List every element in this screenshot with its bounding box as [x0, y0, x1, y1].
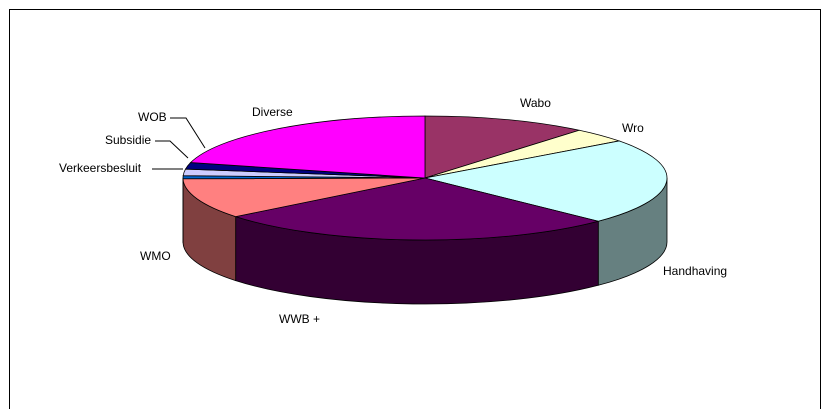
pie-label-wabo: Wabo: [520, 96, 551, 110]
leader-line-subsidie: [155, 141, 188, 158]
pie-label-wwb: WWB +: [279, 312, 320, 326]
leader-line-wob: [170, 118, 205, 148]
pie-tops: [183, 116, 667, 240]
pie-label-handhaving: Handhaving: [663, 264, 727, 278]
pie-label-diverse: Diverse: [252, 105, 293, 119]
pie-label-wro: Wro: [622, 121, 644, 135]
pie-label-subsidie: Subsidie: [105, 133, 151, 147]
pie-label-verkeersbesluit: Verkeersbesluit: [59, 161, 142, 175]
pie-label-wmo: WMO: [140, 249, 171, 263]
pie-label-wob: WOB: [138, 110, 167, 124]
